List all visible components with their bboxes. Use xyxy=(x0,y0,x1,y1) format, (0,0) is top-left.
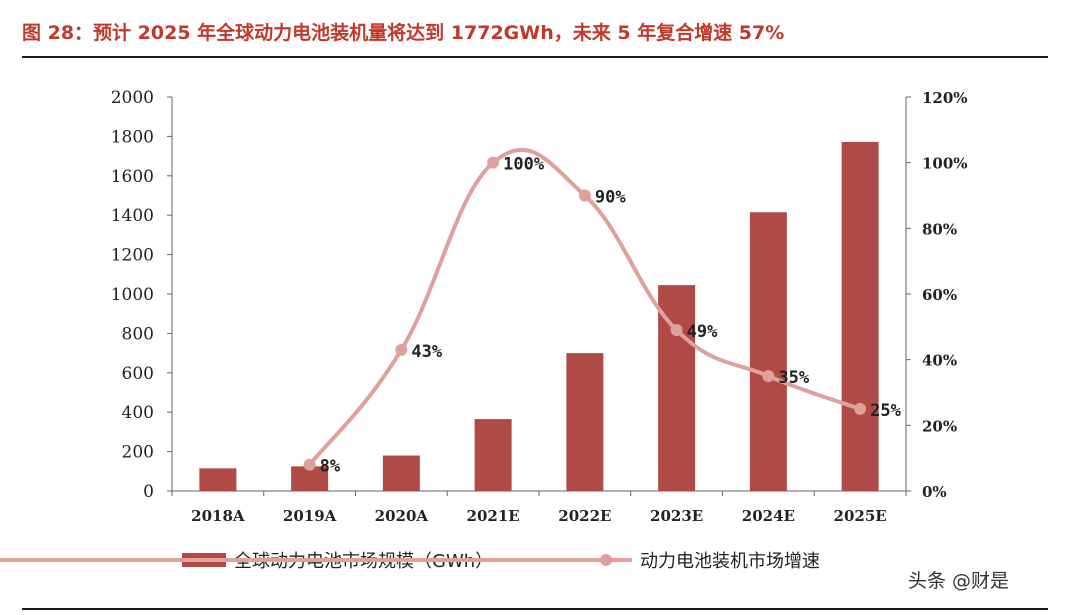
line-data-label: 8% xyxy=(320,457,341,477)
y-tick-label: 1400 xyxy=(111,206,154,226)
y-tick-label: 2000 xyxy=(111,88,154,108)
x-tick-label: 2021E xyxy=(467,507,520,525)
bar xyxy=(749,212,787,491)
bar xyxy=(566,353,604,491)
line-point xyxy=(854,402,867,415)
y-tick-label: 200 xyxy=(122,443,154,463)
y2-tick-label: 40% xyxy=(922,352,957,370)
bar xyxy=(841,141,879,491)
y2-tick-label: 80% xyxy=(922,220,957,238)
line-point xyxy=(395,343,408,356)
x-tick-label: 2024E xyxy=(742,507,795,525)
line-point xyxy=(303,458,316,471)
y2-tick-label: 120% xyxy=(922,89,968,107)
y-tick-label: 1800 xyxy=(111,127,154,147)
legend-line-marker xyxy=(600,554,612,566)
line-data-label: 49% xyxy=(687,322,718,342)
axes: 0 200 400 600 800 1000 1200 1400 1600 1800 2000 0% 2… xyxy=(111,88,968,525)
bar xyxy=(382,455,420,491)
line-point xyxy=(487,156,500,169)
y2-tick-label: 0% xyxy=(922,483,947,501)
legend: 全球动力电池市场规模（GWh） 动力电池装机市场增速 xyxy=(0,551,820,572)
x-tick-label: 2025E xyxy=(834,507,887,525)
y2-tick-label: 100% xyxy=(922,155,968,173)
y-tick-label: 400 xyxy=(122,403,154,423)
x-tick-label: 2022E xyxy=(558,507,611,525)
x-tick-label: 2020A xyxy=(375,507,429,525)
y-tick-label: 1600 xyxy=(111,167,154,187)
bar xyxy=(658,285,696,491)
line-data-label: 90% xyxy=(595,188,626,208)
line-data-label: 35% xyxy=(778,368,809,388)
y-tick-label: 800 xyxy=(122,324,154,344)
line-data-label: 43% xyxy=(411,342,442,362)
x-tick-label: 2019A xyxy=(283,507,337,525)
x-tick-label: 2018A xyxy=(191,507,245,525)
y2-tick-label: 60% xyxy=(922,286,957,304)
line-data-label: 100% xyxy=(503,155,545,175)
data-labels: 8% 43% 100% 90% 49% 35% 25% xyxy=(320,155,902,477)
figure-title: 图 28：预计 2025 年全球动力电池装机量将达到 1772GWh，未来 5 … xyxy=(22,22,785,44)
y-tick-label: 0 xyxy=(143,482,154,502)
title-divider xyxy=(22,56,1048,58)
footer-divider xyxy=(22,608,1048,610)
y-tick-label: 600 xyxy=(122,364,154,384)
bar xyxy=(474,419,512,491)
legend-line-label: 动力电池装机市场增速 xyxy=(640,551,820,572)
y-tick-label: 1200 xyxy=(111,246,154,266)
y2-tick-label: 20% xyxy=(922,417,957,435)
bar xyxy=(199,468,237,491)
watermark: 头条 @财是 xyxy=(908,570,1010,592)
line-point xyxy=(578,189,591,202)
line-point xyxy=(762,370,775,383)
line-point xyxy=(670,324,683,337)
line-series xyxy=(303,148,867,471)
x-tick-label: 2023E xyxy=(650,507,703,525)
bar-series xyxy=(199,141,879,491)
y-tick-label: 1000 xyxy=(111,285,154,305)
line-data-label: 25% xyxy=(870,401,901,421)
